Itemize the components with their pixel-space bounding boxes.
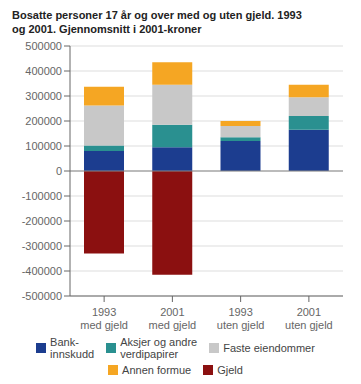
html-text:og 2001. Gjennomsnitt i 2001-k: og 2001. Gjennomsnitt i 2001-kroner	[12, 23, 202, 35]
svg-text:-200000: -200000	[22, 215, 62, 227]
svg-text:2001med gjeld: 2001med gjeld	[149, 306, 197, 331]
html-text:Bosatte personer 17 år og over: Bosatte personer 17 år og over med og ut…	[12, 9, 302, 21]
svg-text:1993uten gjeld: 1993uten gjeld	[217, 306, 265, 331]
svg-text:-300000: -300000	[22, 240, 62, 252]
svg-text:2001uten gjeld: 2001uten gjeld	[285, 306, 333, 331]
html-text:Bank- innskudd: Bank- innskudd	[50, 336, 95, 360]
svg-text:500000: 500000	[25, 40, 62, 52]
svg-text:200000: 200000	[25, 115, 62, 127]
html-text:Aksjer og andre verdipapirer: Aksjer og andre verdipapirer	[120, 336, 198, 360]
html-text:Annen formue: Annen formue	[122, 364, 192, 376]
svg-text:-400000: -400000	[22, 265, 62, 277]
svg-text:100000: 100000	[25, 140, 62, 152]
html-text:Gjeld: Gjeld	[217, 364, 243, 376]
svg-text:0: 0	[56, 165, 62, 177]
svg-text:300000: 300000	[25, 90, 62, 102]
html-text:Faste eiendommer: Faste eiendommer	[223, 342, 315, 354]
svg-text:-500000: -500000	[22, 290, 62, 302]
svg-text:400000: 400000	[25, 65, 62, 77]
svg-text:1993med gjeld: 1993med gjeld	[80, 306, 128, 331]
svg-text:-100000: -100000	[22, 190, 62, 202]
